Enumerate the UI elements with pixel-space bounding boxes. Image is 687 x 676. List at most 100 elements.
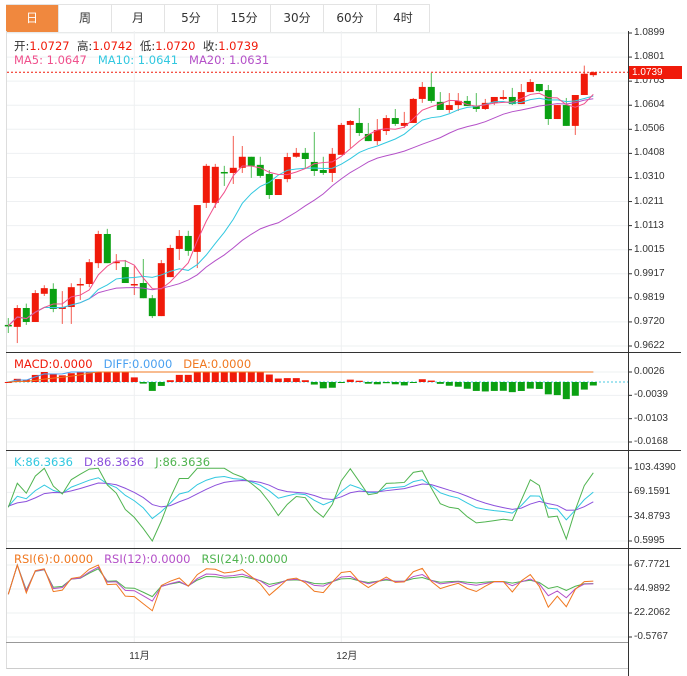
candle-down [436,101,444,110]
candle-up [571,95,579,126]
rsi-tick-label: 22.2062 [634,607,671,618]
macd-tick-label: -0.0103 [634,412,668,424]
macd-bar [31,374,39,382]
macd-bar [40,372,48,382]
macd-bar [364,382,372,384]
kdj-tick-label: 0.5995 [634,535,665,546]
candle-up [589,72,597,76]
kdj-tick-label: 34.8793 [634,510,671,522]
macd-bar [346,379,354,382]
macd-bar [184,374,192,382]
macd-bar [589,382,597,386]
macd-tick-label: -0.0039 [634,389,668,401]
candle-up [580,73,588,96]
candle-up [40,288,48,294]
candle-down [391,118,399,124]
k-value: K:86.3636 [14,455,73,469]
macd-bar [355,380,363,382]
tab-month[interactable]: 月 [112,5,165,32]
candle-down [310,161,318,171]
ma10-line [7,95,594,327]
ma-legend: MA5: 1.0647 MA10: 1.0641 MA20: 1.0631 [14,53,269,67]
candle-down [139,283,147,299]
candle-down [121,267,129,284]
price-tick-label: 1.0015 [634,243,665,255]
macd-bar [517,382,525,391]
price-tick-label: 1.0899 [634,27,665,38]
tab-day[interactable]: 日 [6,5,59,32]
macd-bar [229,372,237,382]
macd-bar [481,382,489,392]
candle-down [49,288,57,309]
macd-bar [301,380,309,382]
price-tick-label: 1.0408 [634,147,665,159]
candle-down [472,106,480,109]
j-line [7,467,594,542]
candle-down [355,122,363,134]
rsi12-value: RSI(12):0.0000 [104,552,191,566]
candle-down [562,105,570,126]
diff-value: DIFF:0.0000 [103,357,173,371]
ma5-value: MA5: 1.0647 [14,53,87,67]
macd-bar [67,373,75,382]
chart-frame [6,31,629,669]
macd-bar [562,382,570,400]
candle-up [283,157,291,180]
rsi-legend: RSI(6):0.0000 RSI(12):0.0000 RSI(24):0.0… [14,552,288,566]
close-label: 收: [202,39,219,53]
candle-up [238,156,246,168]
macd-bar [4,382,12,383]
tab-15min[interactable]: 15分 [218,5,271,32]
macd-bar [211,372,219,382]
low-value: 1.0720 [155,39,196,53]
price-tick-label: 1.0604 [634,99,665,111]
macd-bar [580,382,588,390]
candle-down [148,298,156,317]
dea-value: DEA:0.0000 [183,357,252,371]
macd-bar [445,382,453,386]
macd-bar [247,372,255,382]
tab-week[interactable]: 周 [59,5,112,32]
macd-bar [85,372,93,382]
price-tick-label: 1.0801 [634,51,665,63]
period-tabs: 日 周 月 5分 15分 30分 60分 4时 [6,4,430,33]
macd-bar [409,382,417,383]
macd-bar [490,382,498,391]
price-tick-label: 0.9720 [634,315,665,327]
candle-up [490,96,498,103]
rsi-separator [6,548,681,549]
macd-bar [58,375,66,382]
kdj-separator [6,450,681,451]
macd-tick-label: -0.0168 [634,436,668,447]
macd-bar [373,382,381,385]
candle-up [166,247,174,278]
tab-4hour[interactable]: 4时 [377,5,430,32]
ohlc-legend: 开:1.0727 高:1.0742 低:1.0720 收:1.0739 [14,38,258,54]
candle-down [319,170,327,173]
price-axis-line [628,31,629,676]
tab-5min[interactable]: 5分 [165,5,218,32]
candle-down [364,133,372,142]
tab-30min[interactable]: 30分 [271,5,324,32]
candle-down [463,100,471,107]
macd-bar [22,379,30,382]
high-value: 1.0742 [92,39,133,53]
macd-bar [391,382,399,385]
current-price-tag: 1.0739 [629,66,682,80]
candle-up [229,167,237,173]
candle-up [346,120,354,125]
macd-bar [571,382,579,396]
tab-60min[interactable]: 60分 [324,5,377,32]
candle-up [400,122,408,126]
ma5-line [7,92,594,327]
close-value: 1.0739 [218,39,259,53]
candle-up [94,233,102,264]
rsi-tick-label: 67.7721 [634,559,671,570]
time-axis-label: 11月 [129,651,150,662]
candle-up [337,124,345,155]
candle-up [211,166,219,203]
candle-down [427,86,435,101]
candle-up [526,82,534,93]
candle-down [265,173,273,196]
